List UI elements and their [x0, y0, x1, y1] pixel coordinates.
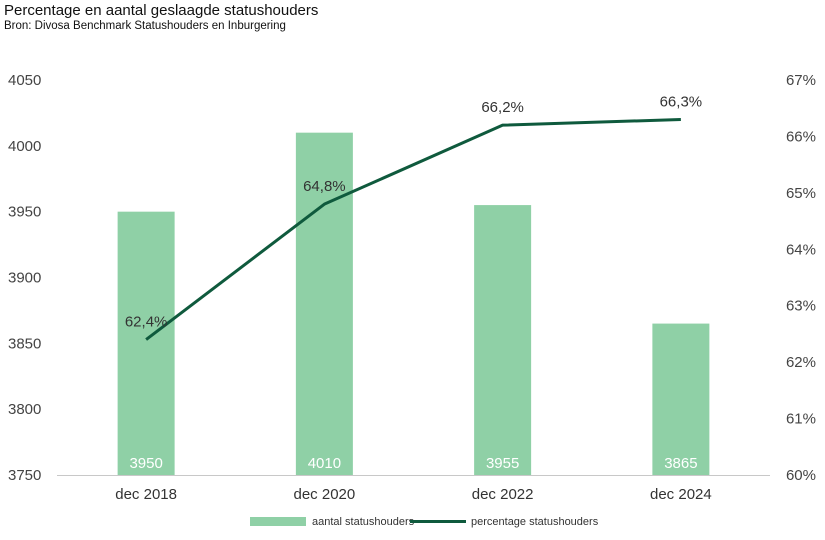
right-axis-tick-label: 67%	[786, 72, 816, 89]
bar-data-label: 4010	[308, 455, 341, 472]
legend-swatch-bars	[250, 517, 306, 526]
line-data-label: 66,3%	[660, 94, 703, 111]
bar	[117, 211, 175, 475]
line-data-label: 64,8%	[303, 178, 346, 195]
right-axis-tick-label: 61%	[786, 411, 816, 428]
bar	[652, 323, 710, 475]
left-axis-tick-label: 3800	[8, 401, 41, 418]
right-axis-tick-label: 62%	[786, 354, 816, 371]
right-axis-tick-label: 64%	[786, 241, 816, 258]
left-axis-tick-label: 4050	[8, 72, 41, 89]
bar	[295, 132, 353, 475]
chart-title: Percentage en aantal geslaagde statushou…	[4, 2, 319, 19]
bar-data-label: 3955	[486, 455, 519, 472]
bar-data-label: 3865	[664, 455, 697, 472]
left-axis-tick-label: 3850	[8, 335, 41, 352]
x-axis-category-label: dec 2024	[650, 486, 712, 503]
x-axis-category-label: dec 2020	[294, 486, 356, 503]
left-axis-tick-label: 3950	[8, 204, 41, 221]
series-line	[145, 118, 681, 341]
bar-series: 3950 4010 3955 3865	[117, 132, 710, 476]
left-axis-ticks: 3750 3800 3850 3900 3950 4000 4050	[8, 72, 41, 484]
left-axis-tick-label: 3900	[8, 270, 41, 287]
right-axis-tick-label: 65%	[786, 185, 816, 202]
line-data-label: 62,4%	[125, 314, 168, 331]
chart-subtitle: Bron: Divosa Benchmark Statushouders en …	[4, 20, 286, 32]
bar-data-label: 3950	[129, 455, 162, 472]
left-axis-tick-label: 4000	[8, 138, 41, 155]
right-axis-ticks: 60% 61% 62% 63% 64% 65% 66% 67%	[786, 72, 816, 484]
x-axis-category-label: dec 2018	[115, 486, 177, 503]
left-axis-tick-label: 3750	[8, 467, 41, 484]
right-axis-tick-label: 60%	[786, 467, 816, 484]
line-series: 62,4% 64,8% 66,2% 66,3%	[125, 94, 703, 341]
legend-label-bars: aantal statushouders	[312, 516, 415, 528]
line-data-label: 66,2%	[481, 99, 524, 116]
legend-label-line: percentage statushouders	[471, 516, 599, 528]
x-axis-categories: dec 2018 dec 2020 dec 2022 dec 2024	[115, 486, 711, 503]
right-axis-tick-label: 63%	[786, 298, 816, 315]
x-axis-category-label: dec 2022	[472, 486, 534, 503]
bar	[474, 205, 532, 476]
right-axis-tick-label: 66%	[786, 128, 816, 145]
legend: aantal statushouders percentage statushou…	[250, 516, 599, 528]
